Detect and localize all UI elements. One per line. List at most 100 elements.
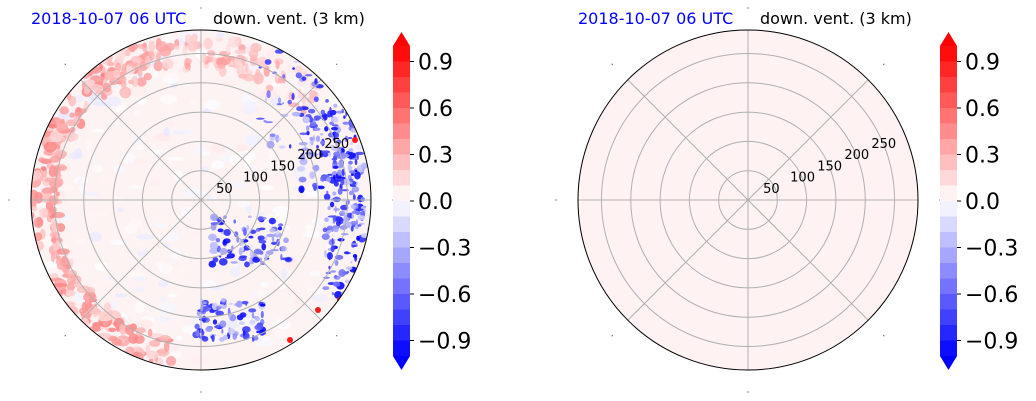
field-patch	[330, 32, 337, 39]
field-patch	[344, 135, 349, 143]
field-patch	[253, 248, 263, 255]
field-patch	[332, 281, 341, 287]
field-patch	[282, 74, 286, 79]
field-patch	[191, 230, 203, 238]
field-patch	[331, 124, 339, 127]
field-patch	[177, 296, 190, 303]
right-radial-tick-label: 250	[871, 137, 896, 152]
left-colorbar-segment	[393, 108, 410, 124]
field-patch	[57, 165, 68, 171]
field-patch	[219, 320, 227, 328]
field-patch	[278, 38, 285, 44]
field-patch	[345, 266, 353, 271]
field-patch	[287, 337, 293, 343]
field-patch	[92, 322, 101, 332]
field-patch	[335, 66, 340, 74]
field-patch	[114, 293, 128, 298]
right-colorbar-segment	[940, 340, 957, 357]
right-title-date: 2018-10-07 06 UTC	[578, 9, 733, 28]
field-patch	[48, 165, 58, 178]
left-colorbar-segment	[393, 154, 410, 171]
field-patch	[242, 330, 246, 336]
field-patch	[283, 237, 289, 244]
field-patch	[133, 244, 149, 252]
left-colorbar-segment	[393, 278, 410, 295]
right-outer-tick-dot	[555, 199, 557, 201]
right-colorbar-segment	[940, 325, 957, 341]
field-patch	[31, 189, 39, 202]
field-patch	[330, 245, 335, 253]
field-patch	[365, 257, 371, 262]
field-patch	[201, 151, 212, 156]
left-angular-gridline	[80, 79, 202, 201]
field-patch	[217, 228, 224, 233]
field-patch	[277, 137, 282, 141]
left-colorbar-segment	[393, 46, 410, 62]
left-colorbar-segment	[393, 294, 410, 310]
field-patch	[108, 327, 117, 333]
field-patch	[315, 135, 321, 142]
field-patch	[345, 292, 351, 297]
field-patch	[352, 137, 358, 143]
field-patch	[247, 215, 252, 218]
field-patch	[200, 318, 208, 321]
field-patch	[322, 286, 330, 291]
field-patch	[269, 228, 276, 233]
left-polar-grid	[8, 7, 394, 393]
field-patch	[303, 230, 321, 238]
field-patch	[124, 301, 136, 306]
right-outer-tick-dot	[883, 335, 885, 337]
field-patch	[223, 228, 231, 237]
field-patch	[216, 305, 222, 310]
field-patch	[49, 231, 61, 238]
field-patch	[218, 258, 228, 266]
field-patch	[340, 233, 349, 236]
right-colorbar-tick-label: 0.9	[965, 51, 1000, 76]
right-radial-tick-label: 200	[844, 148, 869, 163]
field-patch	[74, 147, 83, 159]
right-colorbar-segment	[940, 263, 957, 279]
field-patch	[311, 55, 318, 60]
field-patch	[133, 109, 140, 117]
field-patch	[150, 180, 161, 187]
field-patch	[367, 261, 371, 269]
field-patch	[76, 285, 91, 294]
field-patch	[271, 236, 275, 242]
field-patch	[251, 312, 255, 319]
field-patch	[276, 103, 283, 106]
field-patch	[323, 276, 330, 279]
field-patch	[359, 211, 365, 216]
field-patch	[131, 76, 139, 88]
field-patch	[215, 310, 224, 316]
right-colorbar-segment	[940, 201, 957, 217]
field-patch	[307, 108, 316, 114]
left-colorbar-segment	[393, 309, 410, 326]
right-colorbar-segment	[940, 46, 957, 62]
field-patch	[337, 238, 345, 242]
field-patch	[269, 133, 276, 138]
right-colorbar-segment	[940, 278, 957, 295]
field-patch	[311, 294, 329, 302]
field-patch	[254, 324, 264, 331]
field-patch	[292, 67, 295, 70]
field-patch	[206, 50, 216, 57]
right-angular-gridline	[627, 199, 749, 321]
field-patch	[244, 261, 250, 268]
right-colorbar-tick-label: 0.3	[965, 144, 1000, 169]
left-field-patches	[31, 30, 371, 370]
field-patch	[233, 219, 237, 224]
right-colorbar-segment	[940, 170, 957, 186]
left-colorbar-segment	[393, 247, 410, 264]
left-outer-tick-dot	[8, 199, 10, 201]
field-patch	[370, 281, 371, 285]
field-patch	[199, 200, 216, 205]
right-radial-tick-label: 50	[763, 182, 780, 197]
right-polar-grid	[555, 7, 941, 393]
field-patch	[330, 85, 335, 89]
right-title-variable: down. vent. (3 km)	[760, 9, 912, 28]
field-patch	[164, 119, 174, 127]
field-patch	[78, 185, 87, 194]
field-patch	[94, 261, 108, 271]
field-patch	[211, 334, 215, 342]
left-colorbar-segment	[393, 216, 410, 233]
